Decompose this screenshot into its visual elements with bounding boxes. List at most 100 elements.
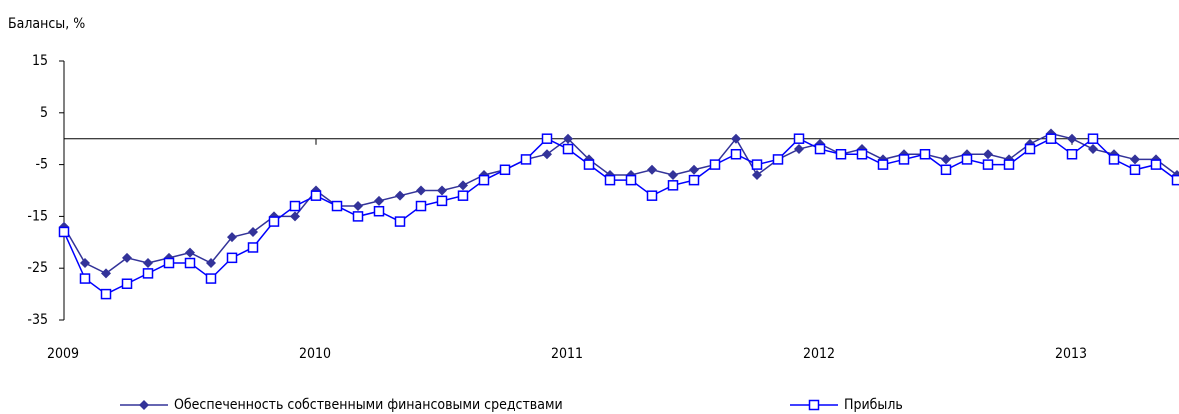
diamond-marker [752, 169, 762, 180]
diamond-marker [731, 133, 741, 144]
diamond-marker [290, 211, 300, 222]
square-marker [667, 180, 679, 191]
diamond-marker [206, 258, 216, 269]
square-marker [436, 195, 448, 207]
x-tick-label: 2012 [803, 346, 835, 362]
chart-title: Балансы, % [8, 16, 85, 32]
diamond-marker [248, 226, 258, 237]
y-tick-label: -35 [27, 312, 48, 328]
square-marker [1108, 154, 1120, 165]
legend-marker [808, 399, 820, 411]
square-marker [1087, 133, 1099, 144]
square-marker [919, 148, 931, 160]
square-marker [1150, 159, 1162, 170]
square-marker [310, 190, 322, 201]
legend-marker [139, 400, 149, 410]
diamond-marker [794, 144, 804, 155]
series-line [63, 132, 1178, 275]
square-marker [688, 174, 700, 186]
square-marker [58, 226, 70, 238]
square-marker [121, 278, 133, 289]
diamond-marker [458, 180, 468, 191]
square-marker [1129, 164, 1141, 176]
square-marker [415, 200, 427, 212]
square-marker [289, 200, 301, 212]
diamond-marker [542, 149, 552, 160]
square-marker [877, 159, 889, 170]
square-marker [100, 288, 112, 300]
square-marker [520, 154, 532, 165]
square-marker [835, 148, 847, 160]
square-marker [142, 268, 154, 279]
diamond-marker [983, 149, 993, 160]
square-marker [226, 252, 238, 264]
x-tick-label: 2009 [47, 346, 79, 362]
square-marker [394, 216, 406, 227]
diamond-marker [122, 252, 132, 263]
square-marker [541, 133, 553, 144]
y-tick-label: 15 [32, 53, 48, 69]
diamond-marker [647, 164, 657, 175]
diamond-marker [80, 258, 90, 269]
x-tick-label: 2013 [1055, 346, 1087, 362]
x-tick-label: 2010 [299, 346, 331, 362]
square-marker [793, 133, 805, 144]
diamond-marker [227, 232, 237, 243]
square-marker [163, 257, 175, 269]
square-marker [247, 242, 259, 253]
square-marker [1171, 174, 1179, 186]
square-marker [499, 164, 511, 176]
diamond-marker [143, 258, 153, 269]
diamond-marker [941, 154, 951, 165]
square-marker [751, 159, 763, 170]
y-tick-label: -5 [35, 157, 48, 173]
diamond-marker [437, 185, 447, 196]
square-marker [625, 174, 637, 186]
square-marker [646, 190, 658, 201]
square-marker [1045, 133, 1057, 144]
square-marker [961, 154, 973, 165]
square-marker [898, 154, 910, 165]
x-tick-label: 2011 [551, 346, 583, 362]
diamond-marker [101, 268, 111, 279]
square-marker [205, 273, 217, 284]
square-marker [730, 148, 742, 160]
square-marker [373, 205, 385, 217]
diamond-marker [395, 190, 405, 201]
square-marker [856, 148, 868, 160]
square-marker [1066, 148, 1078, 160]
square-marker [352, 211, 364, 222]
diamond-marker [1130, 154, 1140, 165]
square-marker [604, 174, 616, 186]
square-marker [982, 159, 994, 170]
square-marker [814, 143, 826, 155]
square-marker [457, 190, 469, 201]
square-marker [772, 154, 784, 165]
square-marker [1003, 159, 1015, 170]
diamond-marker [689, 164, 699, 175]
square-marker [562, 143, 574, 155]
diamond-marker [1067, 133, 1077, 144]
square-marker [709, 159, 721, 170]
square-marker [583, 159, 595, 170]
legend-label: Обеспеченность собственными финансовыми … [174, 397, 563, 413]
square-marker [268, 216, 280, 227]
diamond-marker [374, 195, 384, 206]
y-tick-label: -25 [27, 260, 48, 276]
diamond-marker [668, 169, 678, 180]
diamond-marker [1088, 144, 1098, 155]
square-marker [79, 273, 91, 284]
diamond-marker [185, 247, 195, 258]
diamond-marker [416, 185, 426, 196]
diamond-marker [563, 133, 573, 144]
square-marker [331, 200, 343, 212]
square-marker [184, 257, 196, 269]
square-marker [478, 174, 490, 186]
square-marker [1024, 143, 1036, 155]
diamond-marker [353, 201, 363, 212]
square-marker [940, 164, 952, 176]
y-tick-label: 5 [40, 105, 48, 121]
y-tick-label: -15 [27, 208, 48, 224]
legend-label: Прибыль [844, 397, 903, 413]
